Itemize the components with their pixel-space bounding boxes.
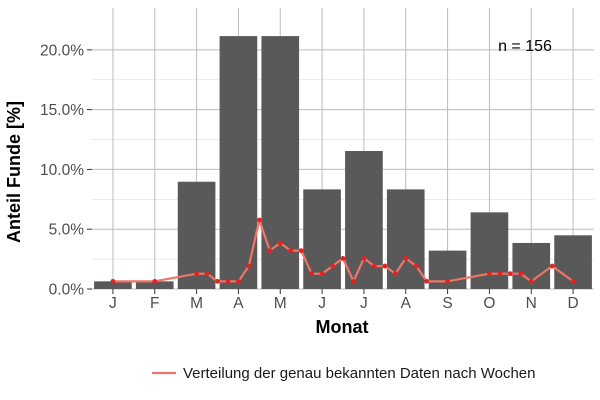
bar-1 xyxy=(94,281,132,289)
series-point xyxy=(518,271,524,277)
x-tick-label: J xyxy=(109,295,117,312)
x-tick-label: M xyxy=(274,295,287,312)
y-axis-title: Anteil Funde [%] xyxy=(4,101,24,243)
series-point xyxy=(424,278,430,284)
series-point xyxy=(487,271,492,277)
series-point xyxy=(288,248,294,254)
series-point xyxy=(549,263,555,269)
series-point xyxy=(319,271,325,277)
series-point xyxy=(256,217,262,223)
weekly-line-series xyxy=(110,217,576,284)
bar-2 xyxy=(135,281,174,289)
series-point xyxy=(204,271,210,277)
series-point xyxy=(246,263,252,269)
series-point xyxy=(267,248,273,254)
series-point xyxy=(392,271,398,277)
series-point xyxy=(298,248,304,254)
axes: 0.0% 5.0% 10.0% 15.0% 20.0% J F M A M J J A S O N D xyxy=(40,42,579,312)
series-point xyxy=(497,271,503,277)
legend-label: Verteilung der genau bekannten Daten nac… xyxy=(183,365,536,382)
x-tick-label: A xyxy=(233,295,244,312)
series-point xyxy=(110,278,116,284)
series-point xyxy=(277,240,283,246)
bar-10 xyxy=(470,212,509,289)
series-point xyxy=(194,271,199,277)
x-tick-label: S xyxy=(442,295,452,312)
x-tick-label: J xyxy=(318,295,326,312)
x-tick-label: O xyxy=(483,295,495,312)
series-point xyxy=(330,263,335,269)
y-tick-label: 10.0% xyxy=(40,162,84,179)
series-point xyxy=(351,278,356,284)
bar-8 xyxy=(386,189,425,289)
series-point xyxy=(413,263,419,269)
series-point xyxy=(445,278,450,284)
x-tick-label: N xyxy=(526,295,537,312)
series-point xyxy=(570,278,576,284)
series-point xyxy=(403,255,409,261)
series-point xyxy=(309,271,315,277)
x-tick-label: F xyxy=(150,295,159,312)
x-tick-label: M xyxy=(190,295,203,312)
series-point xyxy=(528,278,534,284)
bar-3 xyxy=(177,181,216,289)
series-point xyxy=(371,263,377,269)
series-point xyxy=(225,278,231,284)
y-tick-label: 0.0% xyxy=(49,282,85,299)
x-tick-label: D xyxy=(567,295,578,312)
x-tick-label: A xyxy=(401,295,412,312)
y-tick-label: 5.0% xyxy=(49,222,85,239)
x-tick-label: J xyxy=(360,295,368,312)
y-tick-label: 15.0% xyxy=(40,102,84,119)
series-point xyxy=(236,278,241,284)
series-point xyxy=(507,271,513,277)
n-annotation: n = 156 xyxy=(498,38,552,55)
bars xyxy=(94,36,592,289)
legend: Verteilung der genau bekannten Daten nac… xyxy=(152,365,536,382)
series-point xyxy=(361,255,367,261)
bar-7 xyxy=(345,151,383,289)
x-axis-title: Monat xyxy=(316,317,369,337)
series-point xyxy=(340,255,346,261)
series-point xyxy=(382,263,388,269)
series-point xyxy=(152,278,158,284)
series-point xyxy=(215,278,220,284)
y-tick-label: 20.0% xyxy=(40,42,84,59)
bar-4 xyxy=(219,36,258,289)
